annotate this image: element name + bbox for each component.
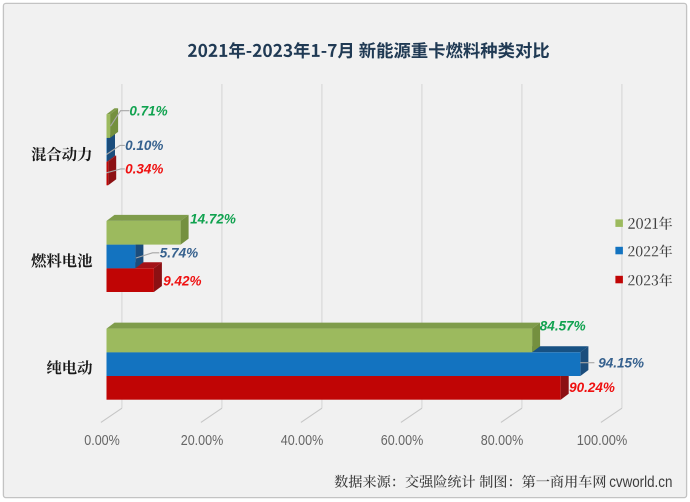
svg-text:20.00%: 20.00% <box>181 432 224 449</box>
svg-text:90.24%: 90.24% <box>569 380 615 395</box>
svg-text:80.00%: 80.00% <box>481 432 524 449</box>
svg-text:100.00%: 100.00% <box>577 432 628 449</box>
svg-text:9.42%: 9.42% <box>163 273 201 288</box>
svg-text:40.00%: 40.00% <box>281 432 324 449</box>
svg-text:0.10%: 0.10% <box>125 138 163 153</box>
svg-text:0.00%: 0.00% <box>84 432 120 449</box>
svg-text:14.72%: 14.72% <box>190 212 236 227</box>
svg-text:84.57%: 84.57% <box>540 318 586 333</box>
svg-text:0.34%: 0.34% <box>125 162 163 177</box>
svg-text:0.71%: 0.71% <box>129 103 167 118</box>
svg-text:5.74%: 5.74% <box>160 246 198 261</box>
svg-text:94.15%: 94.15% <box>598 356 644 371</box>
svg-text:cvworld.cn: cvworld.cn <box>609 474 672 491</box>
svg-text:60.00%: 60.00% <box>381 432 424 449</box>
